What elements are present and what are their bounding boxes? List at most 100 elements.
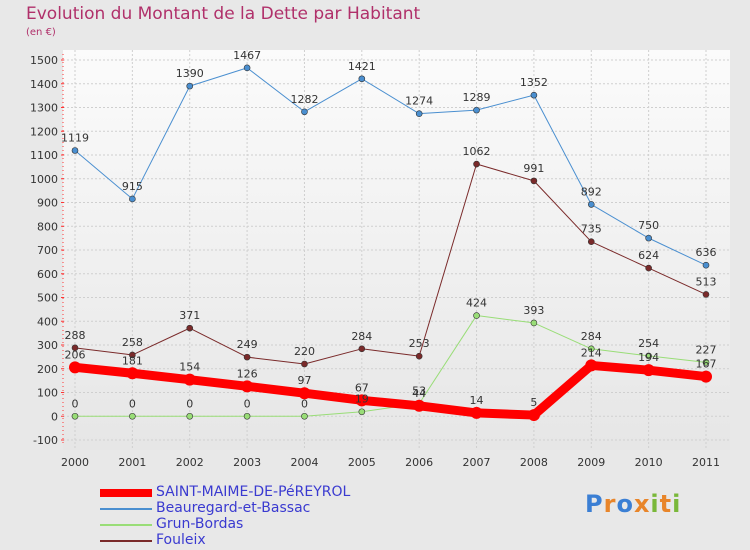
y-tick-label: -100 <box>33 434 58 447</box>
data-label: 513 <box>696 275 717 288</box>
data-label: 1421 <box>348 60 376 73</box>
data-point <box>645 234 652 242</box>
data-point <box>243 64 251 72</box>
data-point <box>358 345 366 353</box>
x-tick-label: 2011 <box>692 456 720 469</box>
data-label: 284 <box>351 330 372 343</box>
y-tick-label: 300 <box>37 339 58 352</box>
data-label: 126 <box>237 367 258 380</box>
y-tick-label: 1400 <box>30 78 58 91</box>
data-label: 288 <box>65 329 86 342</box>
data-point <box>585 359 598 372</box>
data-point <box>415 352 423 360</box>
data-label: 1062 <box>463 145 491 158</box>
data-point <box>71 412 79 420</box>
logo-letter: x <box>633 490 651 518</box>
data-point <box>473 312 480 319</box>
x-tick-label: 2010 <box>635 456 663 469</box>
legend-swatch <box>100 524 152 526</box>
data-label: 258 <box>122 336 143 349</box>
data-label: 214 <box>581 346 602 359</box>
data-label: 0 <box>129 397 136 410</box>
data-point <box>700 370 712 383</box>
chart-subtitle: (en €) <box>26 27 56 38</box>
y-tick-label: 700 <box>37 244 58 257</box>
data-point <box>126 367 139 380</box>
legend-swatch <box>100 489 152 497</box>
data-point <box>129 351 136 359</box>
data-label: 284 <box>581 330 602 343</box>
logo-letter: r <box>603 490 617 518</box>
data-label: 67 <box>355 381 369 394</box>
data-label: 1289 <box>463 91 491 104</box>
y-tick-label: 200 <box>37 363 58 376</box>
data-label: 915 <box>122 180 143 193</box>
data-label: 1467 <box>233 49 261 62</box>
data-label: 53 <box>412 385 426 398</box>
legend-label: Grun-Bordas <box>156 516 244 532</box>
data-label: 624 <box>638 249 659 262</box>
data-point <box>69 361 81 374</box>
data-label: 227 <box>696 343 717 356</box>
series-line <box>74 163 707 365</box>
data-label: 14 <box>470 394 484 407</box>
y-tick-label: 0 <box>51 410 58 423</box>
x-tick-label: 2007 <box>463 456 491 469</box>
logo-letter: i <box>672 490 682 518</box>
y-tick-label: 1300 <box>30 102 58 115</box>
data-label: 181 <box>122 354 143 367</box>
legend-label: SAINT-MAIME-DE-PéREYROL <box>156 484 351 500</box>
logo-letter: P <box>585 490 604 518</box>
series-group <box>69 64 712 422</box>
logo-letter: o <box>616 490 634 518</box>
data-label: 206 <box>65 348 86 361</box>
x-axis: 2000 2001 2002 2003 2004 2005 2006 2007 2008 2009… <box>61 456 720 469</box>
data-point <box>243 353 251 361</box>
data-label: 750 <box>638 219 659 232</box>
chart-title: Evolution du Montant de la Dette par Hab… <box>26 4 421 24</box>
data-point <box>186 412 194 420</box>
data-point <box>413 399 426 412</box>
y-tick-label: 600 <box>37 268 58 281</box>
y-tick-label: 1100 <box>30 149 58 162</box>
data-point <box>243 412 251 420</box>
data-point <box>183 373 196 386</box>
data-label: 19 <box>355 393 369 406</box>
data-label: 1352 <box>520 76 548 89</box>
data-label: 393 <box>523 304 544 317</box>
data-label: 0 <box>186 397 193 410</box>
y-tick-label: 800 <box>37 220 58 233</box>
data-label: 0 <box>72 397 79 410</box>
data-point <box>587 201 595 208</box>
data-point <box>301 108 308 116</box>
logo-letter: t <box>659 490 673 518</box>
data-point <box>645 264 652 272</box>
x-tick-label: 2008 <box>520 456 548 469</box>
data-label: 220 <box>294 345 315 358</box>
y-tick-label: 500 <box>37 292 58 305</box>
data-label: 249 <box>237 338 258 351</box>
y-axis: -100 0 100 200 300 400 500 600 700 800 900 1000 1100… <box>30 54 64 447</box>
data-label: 0 <box>244 397 251 410</box>
data-label: 194 <box>638 351 659 364</box>
data-label: 1119 <box>61 131 89 144</box>
data-point <box>301 360 308 368</box>
x-tick-label: 2005 <box>348 456 376 469</box>
x-tick-label: 2000 <box>61 456 89 469</box>
data-point <box>702 291 710 298</box>
data-point <box>473 160 480 168</box>
data-point <box>355 394 368 407</box>
series-line <box>74 315 707 417</box>
data-point <box>415 110 423 117</box>
x-tick-label: 2004 <box>290 456 318 469</box>
data-label: 892 <box>581 185 602 198</box>
data-point <box>358 75 366 83</box>
data-label: 1390 <box>176 67 204 80</box>
data-point <box>642 364 655 377</box>
data-label: 254 <box>638 337 659 350</box>
x-tick-label: 2009 <box>577 456 605 469</box>
proxiti-logo: Proxiti <box>585 490 681 518</box>
y-tick-label: 400 <box>37 315 58 328</box>
y-tick-label: 1000 <box>30 173 58 186</box>
